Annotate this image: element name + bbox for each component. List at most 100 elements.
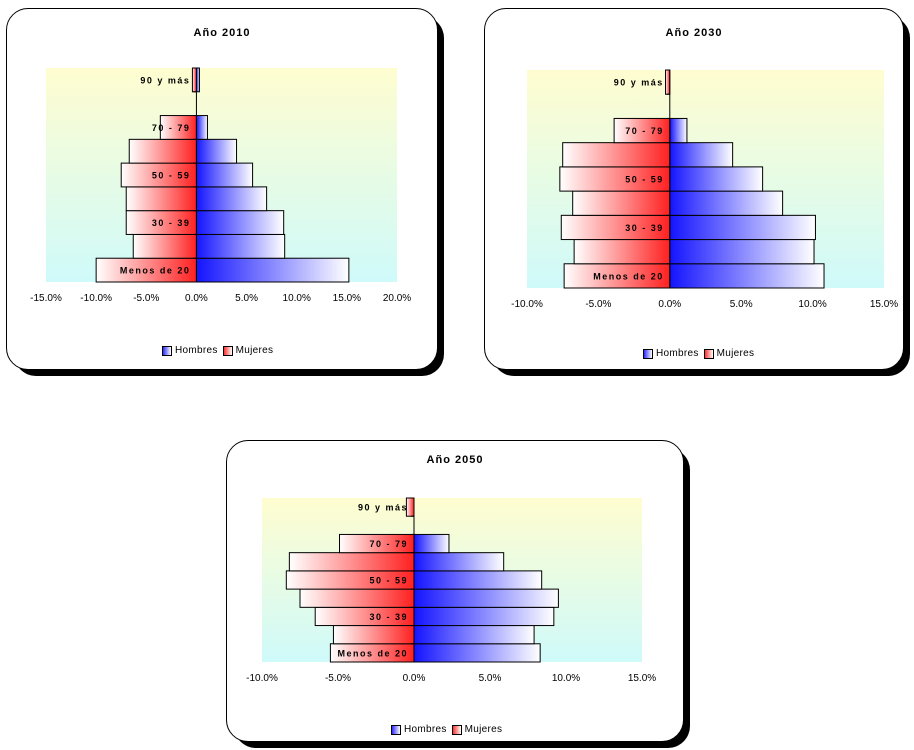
legend-label-hombres: Hombres	[175, 345, 218, 356]
legend-label-hombres: Hombres	[404, 724, 447, 735]
category-label: 70 - 79	[369, 539, 408, 549]
bar-hombres	[413, 643, 541, 663]
bar-mujeres	[573, 239, 671, 265]
bar-hombres	[669, 239, 815, 265]
category-label: 50 - 59	[369, 576, 408, 586]
x-tick-label: 0.0%	[403, 673, 426, 684]
bar-hombres	[669, 166, 764, 192]
bar-hombres	[195, 115, 208, 140]
legend-swatch-hombres	[162, 345, 172, 356]
legend-item-hombres: Hombres	[162, 345, 218, 356]
x-tick-label: -5.0%	[325, 673, 351, 684]
bar-hombres	[195, 138, 238, 164]
legend-2010: Hombres Mujeres	[162, 345, 273, 356]
pyramid-chart-2050: Año 2050 Menos de 20 30 - 39 50 - 59 70 - 79…	[246, 454, 656, 684]
bar-mujeres	[128, 138, 197, 164]
bar-mujeres	[332, 625, 415, 645]
bar-hombres	[195, 186, 268, 212]
category-label: 70 - 79	[625, 126, 664, 136]
legend-swatch-mujeres	[703, 348, 714, 359]
bar-mujeres	[288, 552, 415, 572]
x-tick-label: 10.0%	[283, 293, 311, 304]
legend-item-mujeres: Mujeres	[451, 724, 503, 735]
bar-hombres	[413, 606, 555, 627]
x-tick-label: 0.0%	[658, 299, 681, 310]
bar-mujeres	[613, 117, 671, 144]
bar-mujeres	[299, 588, 415, 608]
bar-mujeres	[563, 263, 671, 289]
bar-hombres	[669, 117, 688, 144]
legend-label-mujeres: Mujeres	[716, 348, 755, 359]
legend-2050: Hombres Mujeres	[391, 724, 502, 735]
bar-mujeres	[132, 233, 197, 259]
category-label: 50 - 59	[152, 171, 191, 181]
category-label: 90 y más	[614, 78, 664, 88]
x-tick-label: -5.0%	[133, 293, 159, 304]
bar-hombres	[413, 588, 559, 608]
legend-swatch-hombres	[391, 724, 401, 735]
bar-hombres	[195, 162, 254, 188]
category-label: 30 - 39	[369, 612, 408, 622]
legend-item-hombres: Hombres	[391, 724, 447, 735]
category-label: 30 - 39	[152, 218, 191, 228]
chart-title: Año 2050	[427, 454, 484, 466]
legend-label-hombres: Hombres	[656, 348, 699, 359]
bar-mujeres	[559, 166, 671, 192]
pyramid-chart-2010: Año 2010 Menos de 20 30 - 39 50 - 59 70 - 79…	[30, 27, 411, 304]
legend-item-mujeres: Mujeres	[703, 348, 755, 359]
category-label: Menos de 20	[337, 648, 408, 658]
legend-swatch-mujeres	[451, 724, 462, 735]
x-tick-label: 10.0%	[798, 299, 826, 310]
chart-title: Año 2010	[194, 27, 251, 39]
bar-hombres	[195, 233, 286, 259]
chart-panel-2050: Año 2050 Menos de 20 30 - 39 50 - 59 70 - 79…	[226, 440, 684, 742]
x-tick-label: 15.0%	[628, 673, 656, 684]
x-tick-label: -10.0%	[246, 673, 278, 684]
bar-hombres	[413, 625, 535, 645]
legend-2030: Hombres Mujeres	[643, 348, 754, 359]
category-label: 30 - 39	[625, 223, 664, 233]
x-tick-label: 5.0%	[730, 299, 753, 310]
pyramid-chart-2030: Año 2030 Menos de 20 30 - 39 50 - 59 70 - 79…	[511, 27, 898, 310]
x-tick-label: 5.0%	[479, 673, 502, 684]
legend-label-mujeres: Mujeres	[235, 345, 274, 356]
bar-mujeres	[665, 69, 671, 95]
chart-panel-2010: Año 2010 Menos de 20 30 - 39 50 - 59 70 - 79…	[6, 8, 438, 370]
legend-swatch-hombres	[643, 348, 653, 359]
category-label: 90 y más	[140, 75, 190, 85]
x-tick-label: -10.0%	[511, 299, 543, 310]
category-label: 90 y más	[358, 503, 408, 513]
bar-mujeres	[191, 67, 197, 93]
chart-panel-2030: Año 2030 Menos de 20 30 - 39 50 - 59 70 - 79…	[484, 8, 904, 370]
x-tick-label: 20.0%	[383, 293, 411, 304]
bar-mujeres	[125, 186, 197, 212]
bar-hombres	[669, 142, 734, 168]
bar-hombres	[413, 552, 505, 572]
x-tick-label: 0.0%	[185, 293, 208, 304]
x-tick-label: 15.0%	[333, 293, 361, 304]
legend-item-hombres: Hombres	[643, 348, 699, 359]
legend-item-mujeres: Mujeres	[222, 345, 274, 356]
bar-hombres	[669, 263, 825, 289]
legend-swatch-mujeres	[222, 345, 233, 356]
category-label: 70 - 79	[152, 123, 191, 133]
bar-hombres	[195, 210, 285, 235]
bar-mujeres	[562, 142, 671, 168]
x-tick-label: 5.0%	[235, 293, 258, 304]
bar-hombres	[195, 257, 350, 283]
x-tick-label: -15.0%	[30, 293, 62, 304]
bar-hombres	[413, 570, 543, 590]
bar-hombres	[669, 190, 784, 216]
x-tick-label: -5.0%	[585, 299, 611, 310]
category-label: Menos de 20	[593, 271, 664, 281]
category-label: 50 - 59	[625, 175, 664, 185]
x-tick-label: -10.0%	[80, 293, 112, 304]
x-tick-label: 15.0%	[870, 299, 898, 310]
legend-label-mujeres: Mujeres	[464, 724, 503, 735]
chart-title: Año 2030	[666, 27, 723, 39]
bar-hombres	[669, 214, 816, 241]
bar-mujeres	[572, 190, 671, 216]
category-label: Menos de 20	[120, 266, 191, 276]
x-tick-label: 10.0%	[552, 673, 580, 684]
bar-hombres	[413, 533, 450, 554]
